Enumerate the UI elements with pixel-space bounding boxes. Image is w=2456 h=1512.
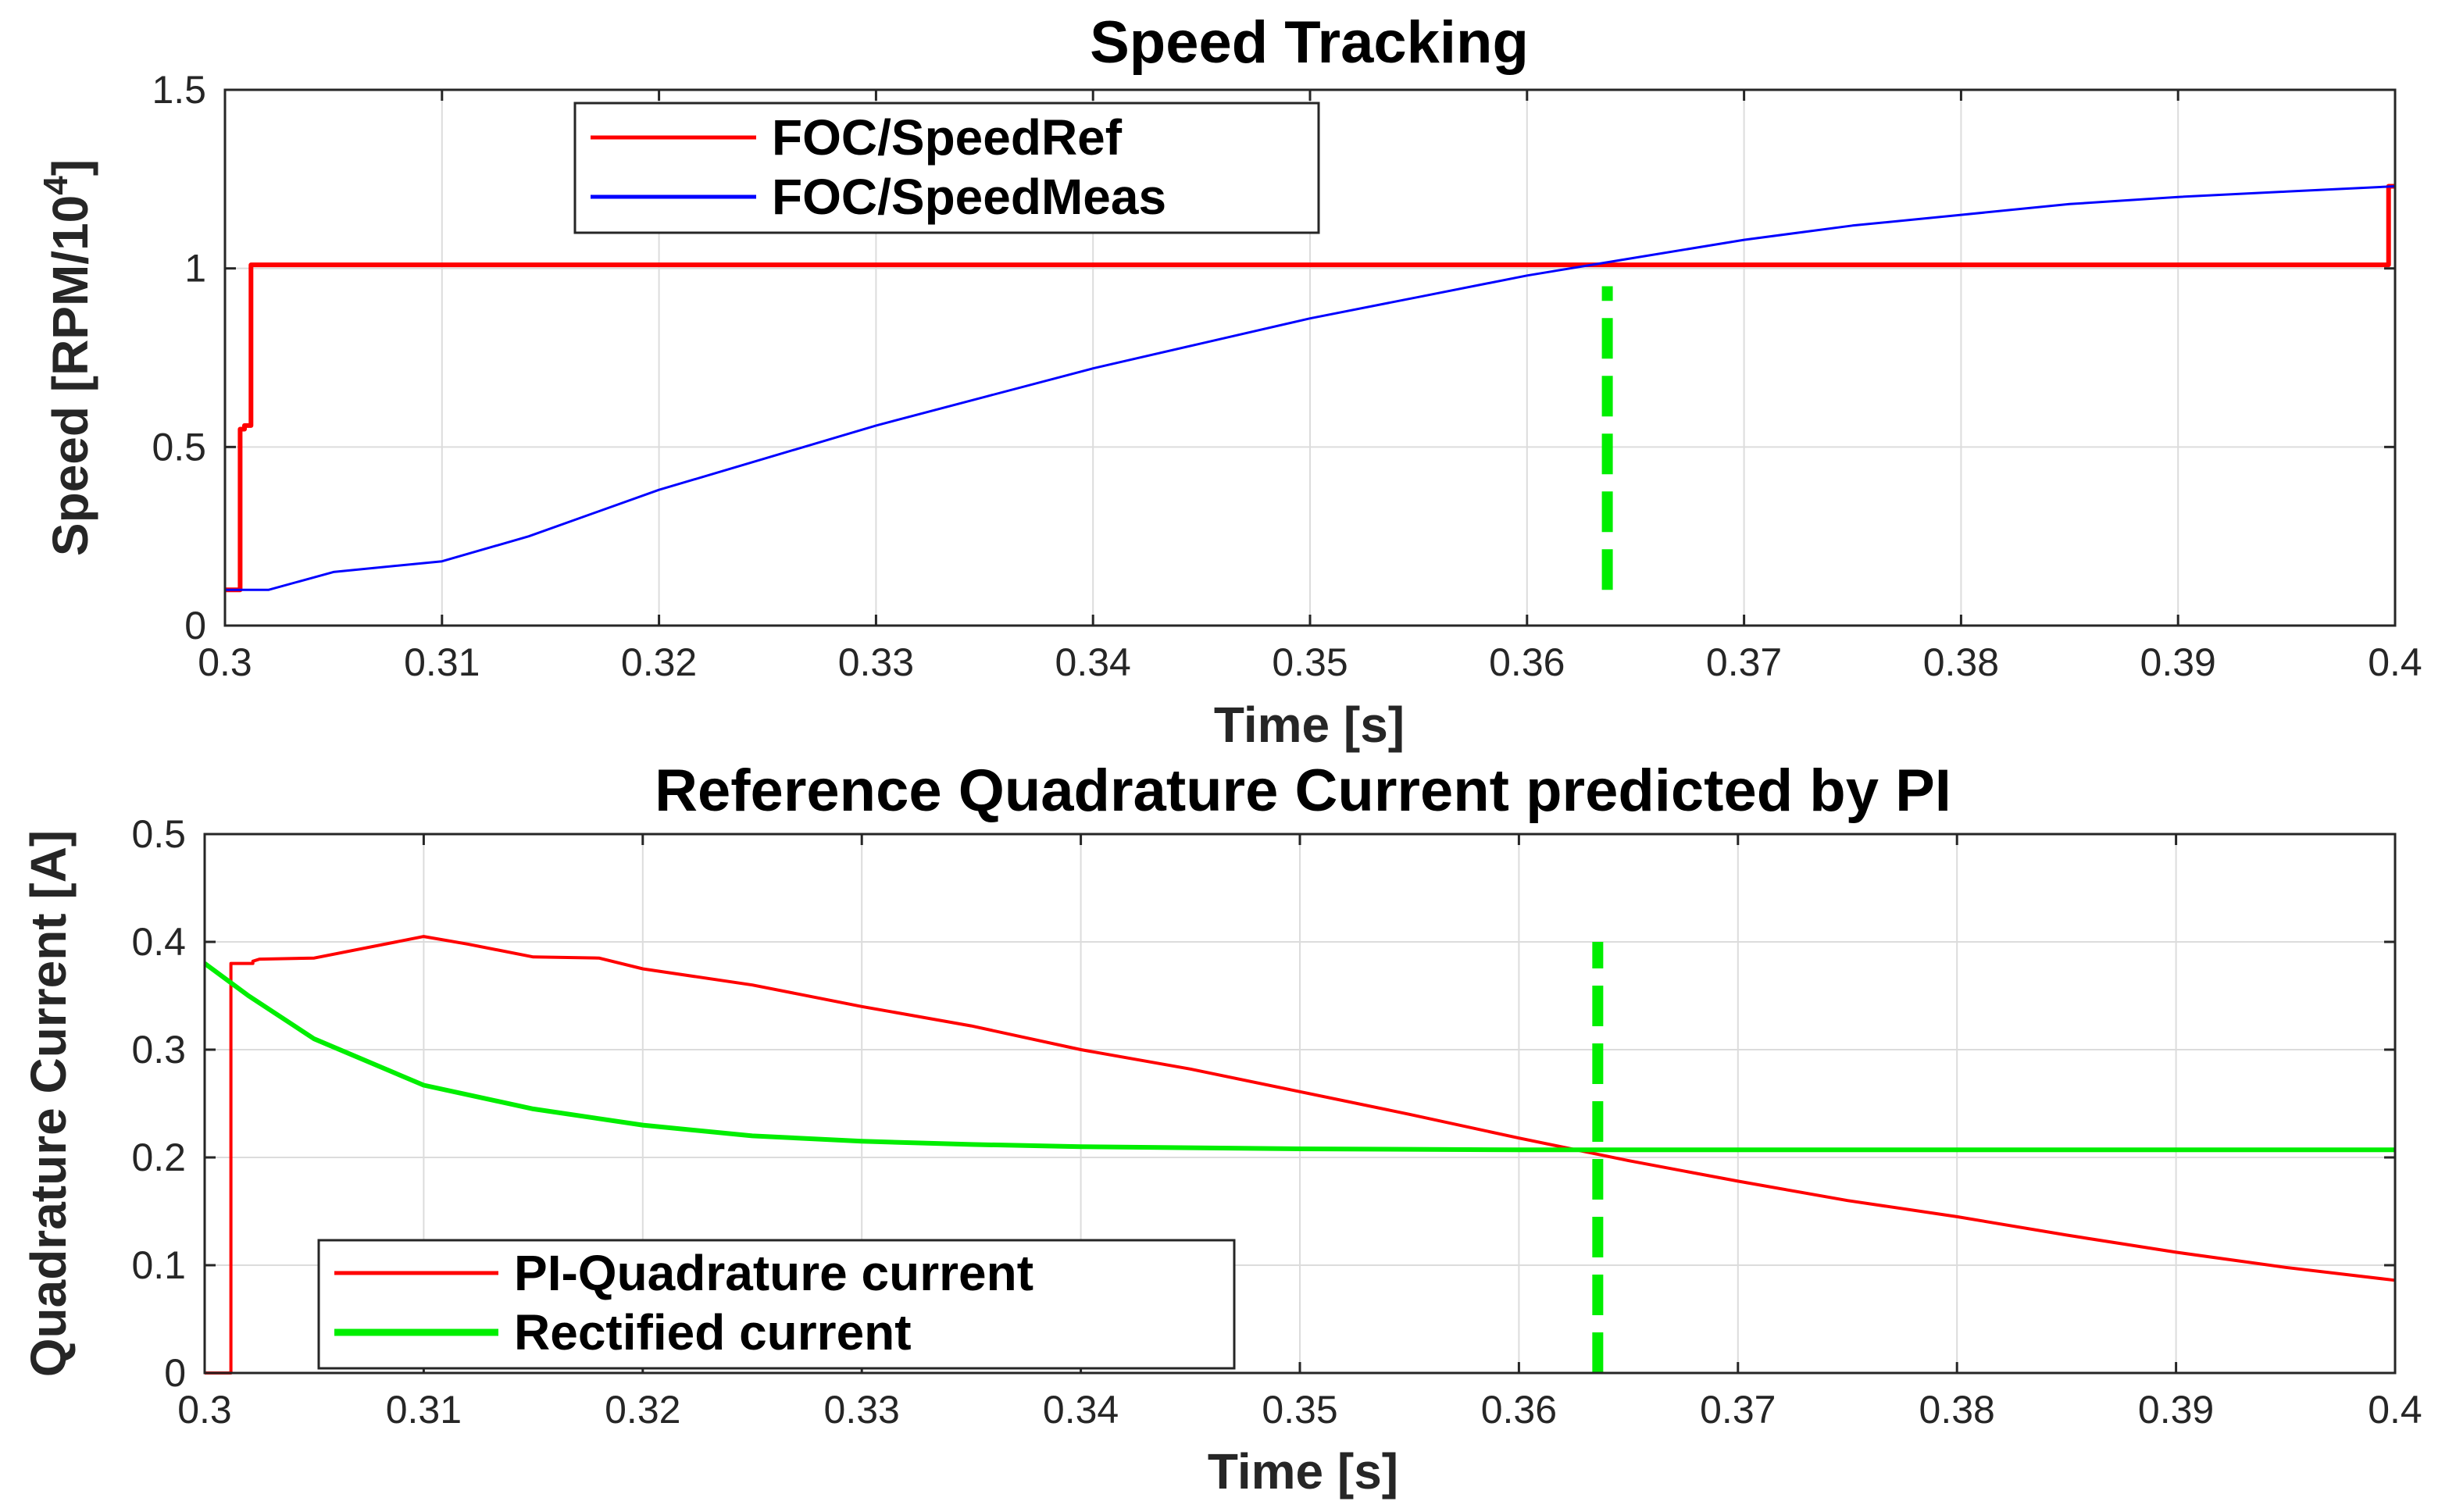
x-tick-label: 0.32 xyxy=(621,640,697,684)
y-tick-label: 0 xyxy=(184,604,206,647)
x-tick-label: 0.4 xyxy=(2368,1388,2422,1432)
speed-tracking-chart: Speed Tracking 0.3 0.31 0.32 0.33 0.34 0.35 0.… xyxy=(37,9,2422,753)
series-line-pi-quadrature-current xyxy=(205,935,2396,1375)
x-tick-label: 0.3 xyxy=(198,640,252,684)
quadrature-current-chart: Reference Quadrature Current predicted b… xyxy=(20,758,2422,1500)
y-tick-label: 1.5 xyxy=(152,68,206,112)
legend-label-pi-current: PI-Quadrature current xyxy=(514,1245,1033,1301)
x-tick-label: 0.36 xyxy=(1489,640,1565,684)
x-tick-label: 0.35 xyxy=(1262,1388,1337,1432)
legend: FOC/SpeedRef FOC/SpeedMeas xyxy=(573,102,1320,234)
x-tick-label: 0.37 xyxy=(1700,1388,1776,1432)
x-tick-label: 0.31 xyxy=(404,640,480,684)
series-line-rectified-current xyxy=(203,961,2395,1153)
legend-label-rectified: Rectified current xyxy=(514,1304,912,1360)
tick-labels: 0.3 0.31 0.32 0.33 0.34 0.35 0.36 0.37 0.38 0.39 0… xyxy=(131,812,2422,1432)
x-tick-label: 0.34 xyxy=(1043,1388,1119,1432)
x-tick-label: 0.39 xyxy=(2138,1388,2214,1432)
x-tick-label: 0.38 xyxy=(1919,1388,1995,1432)
legend-label-speedref: FOC/SpeedRef xyxy=(772,109,1123,166)
x-tick-label: 0.4 xyxy=(2368,640,2422,684)
y-tick-label: 0.5 xyxy=(131,812,186,856)
series-layer xyxy=(203,935,2396,1375)
y-tick-label: 0.4 xyxy=(131,920,186,964)
legend: PI-Quadrature current Rectified current xyxy=(317,1239,1236,1370)
y-tick-label: 0.2 xyxy=(131,1136,186,1179)
x-tick-label: 0.3 xyxy=(177,1388,232,1432)
series-line-foc-speedref xyxy=(225,184,2395,593)
y-tick-label: 0.5 xyxy=(152,425,206,469)
tick-labels: 0.3 0.31 0.32 0.33 0.34 0.35 0.36 0.37 0.38 0.39 0… xyxy=(152,68,2422,684)
x-tick-label: 0.34 xyxy=(1055,640,1131,684)
x-tick-label: 0.37 xyxy=(1706,640,1782,684)
legend-box xyxy=(573,102,1320,234)
series-line-foc-speedmeas xyxy=(225,185,2396,591)
x-tick-label: 0.36 xyxy=(1481,1388,1557,1432)
x-tick-label: 0.38 xyxy=(1923,640,1999,684)
x-tick-label: 0.31 xyxy=(386,1388,462,1432)
x-tick-label: 0.33 xyxy=(824,1388,900,1432)
y-tick-label: 0.3 xyxy=(131,1028,186,1072)
x-axis-label: Time [s] xyxy=(1208,1443,1398,1500)
y-tick-label: 1 xyxy=(184,247,206,291)
legend-label-speedmeas: FOC/SpeedMeas xyxy=(772,169,1166,225)
chart-title: Reference Quadrature Current predicted b… xyxy=(655,758,1951,824)
x-tick-label: 0.35 xyxy=(1272,640,1348,684)
x-axis-label: Time [s] xyxy=(1214,697,1405,753)
chart-title: Speed Tracking xyxy=(1090,9,1529,76)
y-tick-label: 0 xyxy=(164,1351,186,1395)
legend-box xyxy=(317,1239,1236,1370)
x-tick-label: 0.39 xyxy=(2140,640,2216,684)
x-tick-label: 0.33 xyxy=(838,640,914,684)
series-layer xyxy=(225,184,2396,593)
x-tick-label: 0.32 xyxy=(605,1388,680,1432)
y-axis-label: Quadrature Current [A] xyxy=(20,830,77,1378)
y-axis-label: Speed [RPM/104] xyxy=(37,159,98,556)
y-tick-label: 0.1 xyxy=(131,1243,186,1287)
